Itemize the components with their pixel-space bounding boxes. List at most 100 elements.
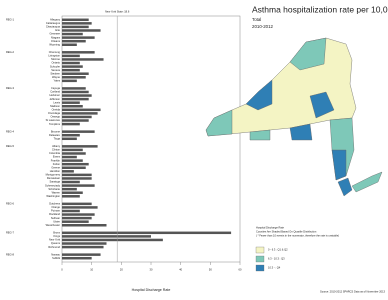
map-title: Asthma hospitalization rate per 10,000 bbox=[252, 4, 388, 14]
bar bbox=[62, 79, 77, 83]
legend-label: 10.3 - : Q4 bbox=[268, 266, 281, 270]
category-label: Ontario bbox=[51, 61, 60, 65]
category-label: Sullivan bbox=[51, 216, 61, 220]
bar bbox=[62, 115, 92, 119]
map-region bbox=[249, 129, 271, 141]
bar bbox=[62, 51, 95, 54]
bar bbox=[62, 145, 98, 148]
bar bbox=[62, 148, 83, 152]
category-label: Dutchess bbox=[49, 202, 61, 206]
category-label: Westchester bbox=[46, 223, 61, 227]
bar bbox=[62, 36, 95, 39]
x-tick-label: 30 bbox=[150, 268, 153, 272]
category-label: Schenectady bbox=[45, 183, 61, 187]
bar bbox=[62, 166, 86, 169]
bar bbox=[62, 155, 77, 159]
bar bbox=[62, 90, 89, 94]
x-tick-label: 60 bbox=[239, 268, 242, 272]
category-label: Greene bbox=[51, 165, 60, 169]
category-label: Monroe bbox=[51, 57, 60, 61]
legend-swatch bbox=[255, 255, 265, 263]
region-label: REG-6 bbox=[6, 202, 14, 206]
category-label: Clinton bbox=[52, 148, 61, 152]
bar bbox=[62, 173, 92, 177]
bar bbox=[62, 202, 92, 206]
category-label: Rockland bbox=[49, 212, 60, 216]
category-label: Onondaga bbox=[48, 111, 61, 115]
ny-map bbox=[205, 37, 383, 197]
category-label: Warren bbox=[52, 190, 61, 194]
bar bbox=[62, 112, 98, 115]
bar bbox=[62, 213, 95, 216]
category-label: Schuyler bbox=[50, 64, 60, 68]
bar bbox=[62, 235, 151, 238]
category-label: Richmond bbox=[48, 245, 60, 249]
bar bbox=[62, 76, 86, 79]
category-label: Herkimer bbox=[49, 93, 60, 97]
map-period: 2010-2012 bbox=[252, 24, 274, 29]
category-label: Ulster bbox=[53, 219, 60, 223]
category-label: Wyoming bbox=[49, 42, 60, 46]
map-subtitle: Total bbox=[252, 17, 261, 22]
bar bbox=[62, 187, 77, 191]
category-label: Columbia bbox=[49, 151, 61, 155]
category-label: Chemung bbox=[49, 50, 61, 54]
bar bbox=[62, 253, 101, 256]
bar bbox=[62, 162, 89, 166]
bar bbox=[62, 184, 95, 187]
bar bbox=[62, 245, 104, 249]
category-label: Madison bbox=[50, 104, 60, 108]
category-label: Jefferson bbox=[49, 97, 60, 101]
bar bbox=[62, 119, 89, 122]
bar bbox=[62, 94, 92, 97]
bar bbox=[62, 58, 104, 61]
bar bbox=[62, 18, 89, 22]
bar bbox=[62, 105, 83, 108]
category-label: Cortland bbox=[50, 90, 60, 94]
category-label: Hamilton bbox=[50, 169, 61, 173]
category-label: Tioga bbox=[54, 136, 61, 140]
category-label: New York bbox=[49, 238, 61, 242]
bar bbox=[62, 231, 232, 235]
category-label: Fulton bbox=[53, 162, 61, 166]
category-label: Tompkins bbox=[49, 122, 61, 126]
category-label: Rensselaer bbox=[47, 176, 60, 180]
category-label: Schoharie bbox=[48, 187, 60, 191]
category-label: Saratoga bbox=[49, 180, 60, 184]
map-region bbox=[205, 109, 233, 137]
legend-swatch bbox=[255, 246, 265, 254]
region-label: REG-5 bbox=[6, 144, 14, 148]
legend-label: 0 - 6.3 : Q1 & Q2 bbox=[268, 248, 288, 252]
map-region bbox=[289, 37, 327, 71]
category-label: Orleans bbox=[51, 39, 61, 43]
category-label: Montgomery bbox=[46, 173, 61, 177]
region-label: REG-1 bbox=[6, 17, 14, 21]
category-label: Yates bbox=[54, 79, 61, 83]
category-label: Niagara bbox=[51, 35, 61, 39]
bar bbox=[62, 87, 86, 90]
bar bbox=[62, 177, 92, 180]
region-label: REG-4 bbox=[6, 129, 14, 133]
category-label: Bronx bbox=[53, 231, 60, 235]
category-label: Washington bbox=[46, 194, 60, 198]
source: Source: 2010-2012 SPARCS Data as of Nove… bbox=[320, 290, 386, 294]
category-label: Putnam bbox=[51, 209, 60, 213]
bar bbox=[62, 25, 89, 29]
x-tick-label: 40 bbox=[179, 268, 182, 272]
region-label: REG-7 bbox=[6, 231, 14, 235]
category-label: Oswego bbox=[50, 115, 60, 119]
bar bbox=[62, 39, 86, 43]
category-label: Orange bbox=[51, 205, 60, 209]
bar bbox=[62, 101, 80, 104]
map-region bbox=[309, 91, 335, 119]
bar bbox=[62, 220, 89, 223]
category-label: Essex bbox=[53, 155, 61, 159]
bar bbox=[62, 97, 89, 101]
reference-label: New York State: 18.6 bbox=[105, 10, 130, 14]
category-label: St Lawrence bbox=[46, 118, 61, 122]
map-region bbox=[245, 79, 273, 111]
bar bbox=[62, 68, 80, 72]
bar bbox=[62, 242, 107, 245]
legend-label: 6.3 - 10.3 : Q3 bbox=[268, 257, 285, 261]
